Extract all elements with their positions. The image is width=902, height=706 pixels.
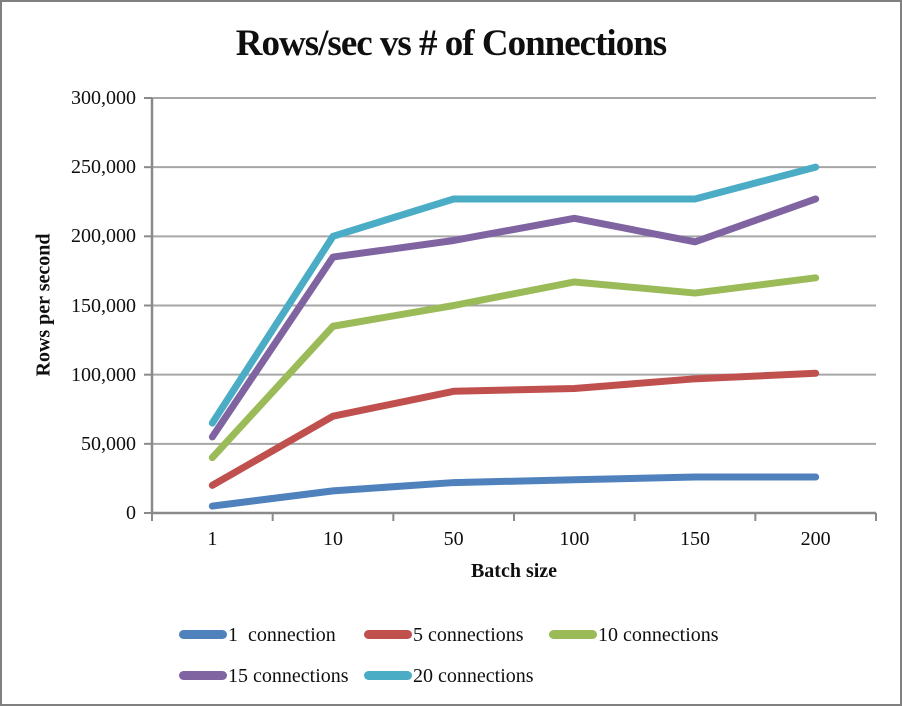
series-swatch-icon (179, 630, 227, 639)
series-line-3 (208, 274, 820, 462)
x-tick-label: 10 (323, 528, 343, 550)
series-line-4 (208, 195, 820, 441)
x-tick-label: 1 (207, 528, 218, 550)
y-tick-label: 300,000 (71, 87, 136, 109)
legend-item: 20 connections (364, 665, 549, 687)
x-axis-title: Batch size (470, 560, 558, 582)
legend-label: 5 connections (413, 623, 524, 646)
legend: 1 connection 5 connections 10 connection… (179, 614, 719, 696)
series-line-5 (208, 163, 820, 427)
legend-item: 15 connections (179, 665, 364, 687)
series-swatch-icon (364, 671, 412, 680)
legend-label: 10 connections (598, 623, 719, 646)
y-tick-label: 50,000 (81, 432, 136, 455)
series-swatch-icon (179, 671, 227, 680)
chart-title: Rows/sec vs # of Connections (235, 23, 667, 64)
legend-label: 20 connections (413, 664, 534, 687)
y-tick-label: 0 (126, 502, 136, 524)
series-swatch-icon (549, 630, 597, 639)
x-tick-label: 100 (559, 528, 590, 550)
y-tick-label: 150,000 (71, 294, 136, 317)
legend-label: 1 connection (228, 623, 336, 646)
legend-item: 1 connection (179, 624, 364, 646)
y-tick-label: 100,000 (71, 363, 136, 386)
series-swatch-icon (364, 630, 412, 639)
legend-label: 15 connections (228, 664, 349, 687)
x-tick-label: 150 (680, 528, 710, 550)
x-tick-label: 200 (800, 528, 831, 550)
legend-item: 10 connections (549, 624, 719, 646)
x-tick-label: 50 (443, 528, 464, 550)
y-tick-label: 200,000 (71, 225, 136, 248)
legend-item: 5 connections (364, 624, 549, 646)
y-axis-title: Rows per second (32, 233, 55, 377)
series-line-1 (208, 473, 820, 510)
y-tick-label: 250,000 (71, 156, 136, 179)
series-line-2 (208, 369, 820, 489)
